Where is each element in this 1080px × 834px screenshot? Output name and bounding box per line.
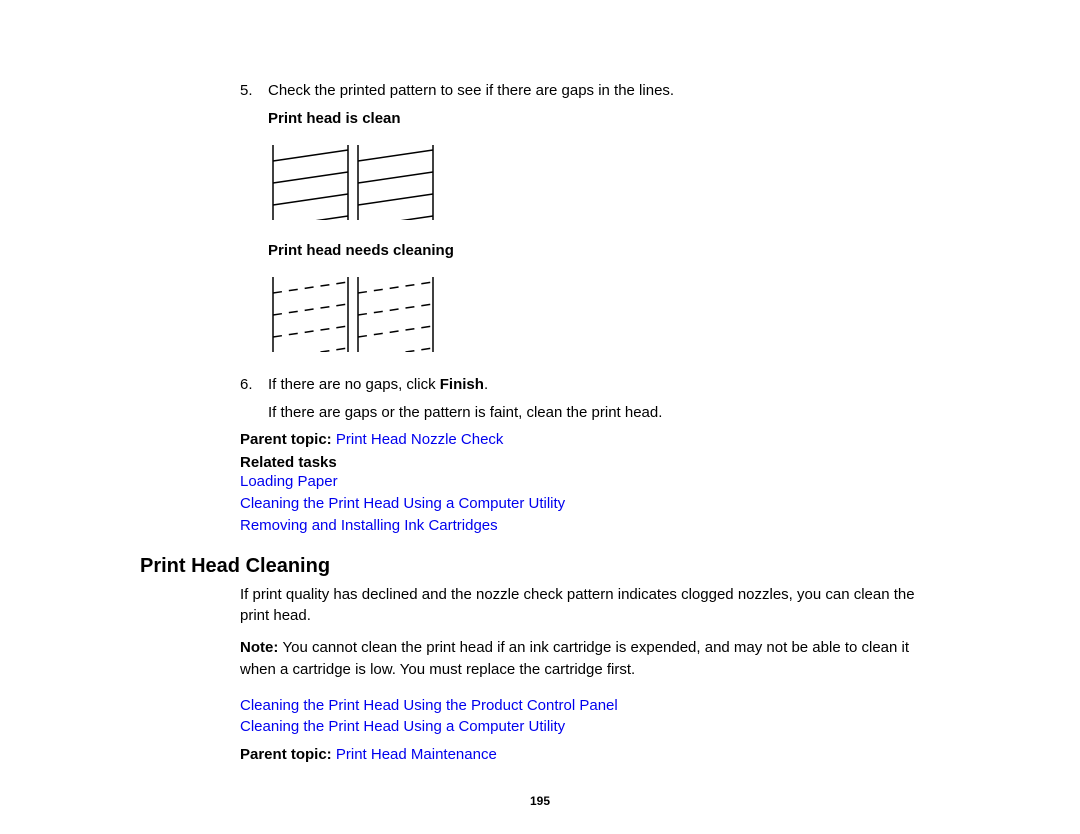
section-intro-paragraph: If print quality has declined and the no… [240, 584, 940, 628]
section-title: Print Head Cleaning [140, 555, 940, 578]
step-number-5: 5. [240, 80, 268, 102]
ordered-step-6: 6. If there are no gaps, click Finish. [240, 374, 940, 396]
diagram-clean [268, 145, 940, 220]
step-text-5: Check the printed pattern to see if ther… [268, 80, 940, 102]
page-number: 195 [0, 794, 1080, 808]
step6-post: . [484, 376, 488, 393]
related-tasks-heading: Related tasks [240, 454, 940, 471]
step-text-6: If there are no gaps, click Finish. [268, 374, 940, 396]
parent-topic-1-link[interactable]: Print Head Nozzle Check [336, 431, 504, 448]
note-label: Note: [240, 639, 283, 656]
related-link-cleaning-utility[interactable]: Cleaning the Print Head Using a Computer… [240, 495, 565, 512]
note-paragraph: Note: You cannot clean the print head if… [240, 637, 940, 681]
related-link-ink-cartridges[interactable]: Removing and Installing Ink Cartridges [240, 517, 498, 534]
parent-topic-2-label: Parent topic: [240, 746, 336, 763]
note-text: You cannot clean the print head if an in… [240, 639, 909, 678]
document-page: 5. Check the printed pattern to see if t… [0, 0, 1080, 834]
caption-needs-cleaning: Print head needs cleaning [268, 242, 940, 259]
parent-topic-1: Parent topic: Print Head Nozzle Check [240, 431, 940, 448]
ordered-step-5: 5. Check the printed pattern to see if t… [240, 80, 940, 102]
related-link-loading-paper[interactable]: Loading Paper [240, 473, 338, 490]
section-link-control-panel[interactable]: Cleaning the Print Head Using the Produc… [240, 697, 618, 714]
step6-pre: If there are no gaps, click [268, 376, 440, 393]
caption-clean: Print head is clean [268, 110, 940, 127]
parent-topic-1-label: Parent topic: [240, 431, 336, 448]
diagram-needs-cleaning [268, 277, 940, 352]
step6-followup: If there are gaps or the pattern is fain… [268, 402, 940, 424]
parent-topic-2: Parent topic: Print Head Maintenance [240, 746, 940, 763]
step6-bold: Finish [440, 376, 484, 393]
parent-topic-2-link[interactable]: Print Head Maintenance [336, 746, 497, 763]
step-number-6: 6. [240, 374, 268, 396]
section-link-computer-utility[interactable]: Cleaning the Print Head Using a Computer… [240, 718, 565, 735]
